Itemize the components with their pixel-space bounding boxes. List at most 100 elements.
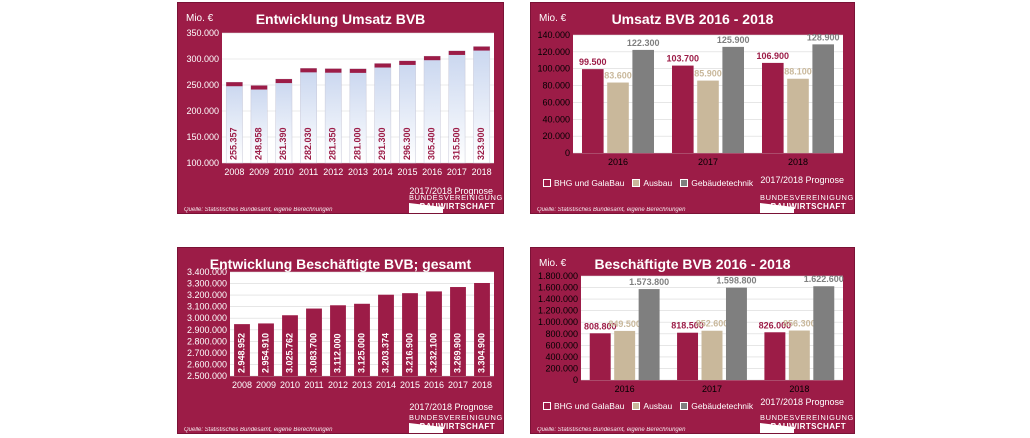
bar bbox=[787, 78, 809, 153]
y-tick-label: 1.000.000 bbox=[538, 317, 578, 327]
legend: BHG und GalaBau Ausbau Gebäudetechnik bbox=[543, 178, 753, 188]
bar bbox=[725, 287, 747, 380]
x-tick-label: 2009 bbox=[256, 380, 276, 390]
x-tick-label: 2008 bbox=[232, 380, 252, 390]
bvb-logo: BUNDESVEREINIGUNG BAUWIRTSCHAFT bbox=[760, 193, 853, 213]
y-tick-label: 1.600.000 bbox=[538, 283, 578, 293]
bar bbox=[697, 80, 719, 153]
x-tick-label: 2018 bbox=[788, 157, 808, 167]
legend-item-bhg: BHG und GalaBau bbox=[543, 178, 624, 188]
bar-value-label: 99.500 bbox=[579, 57, 607, 67]
y-tick-label: 140.000 bbox=[537, 30, 570, 40]
bar-value-label: 85.900 bbox=[694, 69, 722, 79]
y-tick-label: 300.000 bbox=[186, 54, 219, 64]
bar bbox=[762, 62, 784, 153]
bar-value-label: 3.216.900 bbox=[404, 333, 414, 373]
y-tick-label: 1.800.000 bbox=[538, 271, 578, 281]
bvb-logo: BUNDESVEREINIGUNG BAUWIRTSCHAFT bbox=[409, 413, 502, 433]
bar-value-label: 3.083.700 bbox=[308, 333, 318, 373]
bar bbox=[474, 282, 490, 376]
y-tick-label: 3.000.000 bbox=[187, 313, 227, 323]
chart-panel-umsatz-entwicklung: Mio. € Entwicklung Umsatz BVB 100.000 150… bbox=[177, 2, 504, 214]
bar-value-label: 3.112.000 bbox=[332, 333, 342, 373]
x-tick-label: 2017 bbox=[448, 380, 468, 390]
x-tick-label: 2017 bbox=[702, 384, 722, 394]
x-tick-label: 2011 bbox=[304, 380, 323, 390]
x-tick-label: 2017 bbox=[447, 167, 467, 177]
bar-cap bbox=[399, 60, 416, 65]
legend: BHG und GalaBau Ausbau Gebäudetechnik bbox=[543, 401, 753, 411]
legend-swatch bbox=[632, 402, 641, 410]
bar-value-label: 3.269.900 bbox=[452, 333, 462, 373]
bar-value-label: 852.600 bbox=[696, 319, 729, 329]
y-tick-label: 40.000 bbox=[542, 114, 570, 124]
y-tick-label: 800.000 bbox=[545, 329, 578, 339]
bar bbox=[632, 49, 654, 153]
bar-value-label: 282.030 bbox=[303, 127, 313, 160]
x-tick-label: 2016 bbox=[608, 157, 628, 167]
y-tick-label: 200.000 bbox=[545, 363, 578, 373]
bar bbox=[450, 287, 466, 376]
bar-cap bbox=[226, 82, 243, 87]
bar bbox=[426, 291, 442, 376]
legend-swatch bbox=[632, 179, 641, 187]
y-tick-label: 2.600.000 bbox=[187, 359, 227, 369]
logo-ramp-icon bbox=[760, 423, 794, 433]
bar-value-label: 826.000 bbox=[759, 320, 792, 330]
bar-value-label: 291.300 bbox=[377, 127, 387, 160]
source-note: Quelle: Statistisches Bundesamt, eigene … bbox=[184, 427, 333, 433]
bar-value-label: 88.100 bbox=[784, 67, 812, 77]
bar bbox=[589, 333, 611, 380]
x-tick-label: 2016 bbox=[615, 384, 635, 394]
bar-value-label: 305.400 bbox=[427, 127, 437, 160]
legend-item-ausbau: Ausbau bbox=[632, 401, 672, 411]
y-tick-label: 200.000 bbox=[186, 106, 219, 116]
bar-cap bbox=[275, 79, 292, 84]
x-tick-label: 2016 bbox=[422, 167, 442, 177]
x-tick-label: 2013 bbox=[348, 167, 368, 177]
prognose-note: 2017/2018 Prognose bbox=[760, 397, 844, 407]
y-tick-label: 600.000 bbox=[545, 340, 578, 350]
bar bbox=[354, 303, 370, 376]
legend-label: BHG und GalaBau bbox=[554, 401, 625, 411]
bar bbox=[402, 293, 418, 376]
bar-value-label: 248.958 bbox=[253, 127, 263, 160]
legend-item-gebaeudetechnik: Gebäudetechnik bbox=[680, 401, 753, 411]
bar-cap bbox=[325, 68, 342, 73]
bar-value-label: 818.500 bbox=[671, 321, 704, 331]
y-tick-label: 2.700.000 bbox=[187, 348, 227, 358]
bar bbox=[258, 323, 274, 376]
bvb-logo: BUNDESVEREINIGUNG BAUWIRTSCHAFT bbox=[760, 413, 853, 433]
chart-svg: 100.000 150.000 200.000 250.000 300.000 350.0… bbox=[186, 28, 494, 177]
bar-value-label: 856.300 bbox=[783, 319, 816, 329]
x-tick-label: 2008 bbox=[224, 167, 244, 177]
x-tick-label: 2012 bbox=[323, 167, 343, 177]
y-tick-label: 0 bbox=[565, 148, 570, 158]
y-tick-label: 1.200.000 bbox=[538, 306, 578, 316]
bar-value-label: 808.800 bbox=[584, 321, 617, 331]
x-tick-label: 2016 bbox=[424, 380, 444, 390]
y-tick-label: 2.800.000 bbox=[187, 336, 227, 346]
x-tick-label: 2010 bbox=[274, 167, 294, 177]
x-tick-label: 2014 bbox=[376, 380, 396, 390]
legend-item-bhg: BHG und GalaBau bbox=[543, 401, 624, 411]
bar bbox=[378, 294, 394, 376]
chart-title: Entwicklung Beschäftigte BVB; gesamt bbox=[209, 256, 472, 272]
chart-title: Beschäftigte BVB 2016 - 2018 bbox=[594, 256, 791, 272]
bar-value-label: 3.304.900 bbox=[476, 333, 486, 373]
bar-value-label: 106.900 bbox=[757, 51, 790, 61]
x-tick-label: 2013 bbox=[352, 380, 372, 390]
logo-line2: BAUWIRTSCHAFT bbox=[419, 422, 495, 431]
bar bbox=[722, 46, 744, 153]
bar bbox=[282, 315, 298, 376]
bar-value-label: 323.900 bbox=[476, 127, 486, 160]
x-tick-label: 2017 bbox=[698, 157, 718, 167]
y-tick-label: 3.100.000 bbox=[187, 302, 227, 312]
legend-swatch bbox=[680, 179, 689, 187]
chart-panel-beschaeftigte-2016-2018: Mio. € Beschäftigte BVB 2016 - 2018 0 200… bbox=[530, 247, 855, 434]
legend-label: Gebäudetechnik bbox=[691, 178, 754, 188]
prognose-note: 2017/2018 Prognose bbox=[760, 175, 844, 185]
bar-value-label: 3.232.100 bbox=[428, 333, 438, 373]
chart-panel-beschaeftigte-entwicklung: Entwicklung Beschäftigte BVB; gesamt 2.5… bbox=[177, 247, 504, 434]
